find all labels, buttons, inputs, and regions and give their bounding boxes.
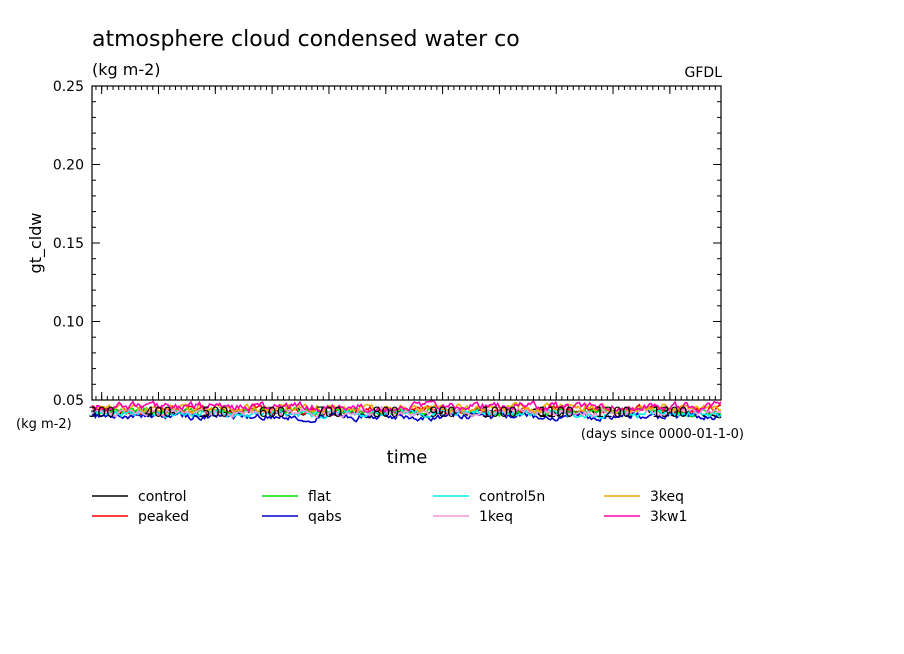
y-axis-label: gt_cldw	[26, 213, 46, 274]
x-tick-label: 300	[88, 405, 115, 421]
y-tick-label: 0.25	[53, 79, 84, 95]
x-tick-label: 1100	[538, 405, 574, 421]
legend-label-qabs: qabs	[308, 509, 342, 525]
x-tick-label: 400	[145, 405, 172, 421]
source-label: GFDL	[685, 65, 723, 81]
legend-label-3kw1: 3kw1	[650, 509, 687, 525]
x-tick-label: 900	[429, 405, 456, 421]
x-tick-label: 600	[259, 405, 286, 421]
legend: control peaked flat qabs control5n 1keq 3keq 3k…	[92, 489, 687, 525]
legend-label-peaked: peaked	[138, 509, 189, 525]
legend-label-flat: flat	[308, 489, 331, 505]
x-tick-label: 500	[202, 405, 229, 421]
x-tick-label: 700	[316, 405, 343, 421]
series-line-3kw1	[91, 399, 722, 414]
legend-label-1keq: 1keq	[479, 509, 513, 525]
legend-label-3keq: 3keq	[650, 489, 684, 505]
x-tick-label: 800	[372, 405, 399, 421]
y-tick-label: 0.15	[53, 236, 84, 252]
x-tick-label: 1200	[595, 405, 631, 421]
legend-label-control5n: control5n	[479, 489, 545, 505]
series-line-qabs	[91, 409, 722, 424]
x-tick-label: 1300	[652, 405, 688, 421]
chart-title: atmosphere cloud condensed water co	[92, 27, 520, 52]
plot-frame	[91, 85, 722, 401]
y-tick-label: 0.10	[53, 315, 84, 331]
x-axis-label: time	[387, 447, 428, 468]
x-tick-label: 1000	[482, 405, 518, 421]
chart-subtitle: (kg m-2)	[92, 60, 161, 79]
y-axis: 0.05 0.10 0.15 0.20 0.25	[53, 79, 721, 409]
x-units-label: (days since 0000-01-1-0)	[581, 427, 744, 442]
x-axis: 300 400 500 600 700 800 900 1000 1100 1200 1300	[88, 86, 722, 421]
y-tick-label: 0.05	[53, 393, 84, 409]
series-layer	[91, 399, 722, 424]
y-units-label: (kg m-2)	[16, 417, 72, 432]
y-tick-label: 0.20	[53, 158, 84, 174]
legend-label-control: control	[138, 489, 187, 505]
